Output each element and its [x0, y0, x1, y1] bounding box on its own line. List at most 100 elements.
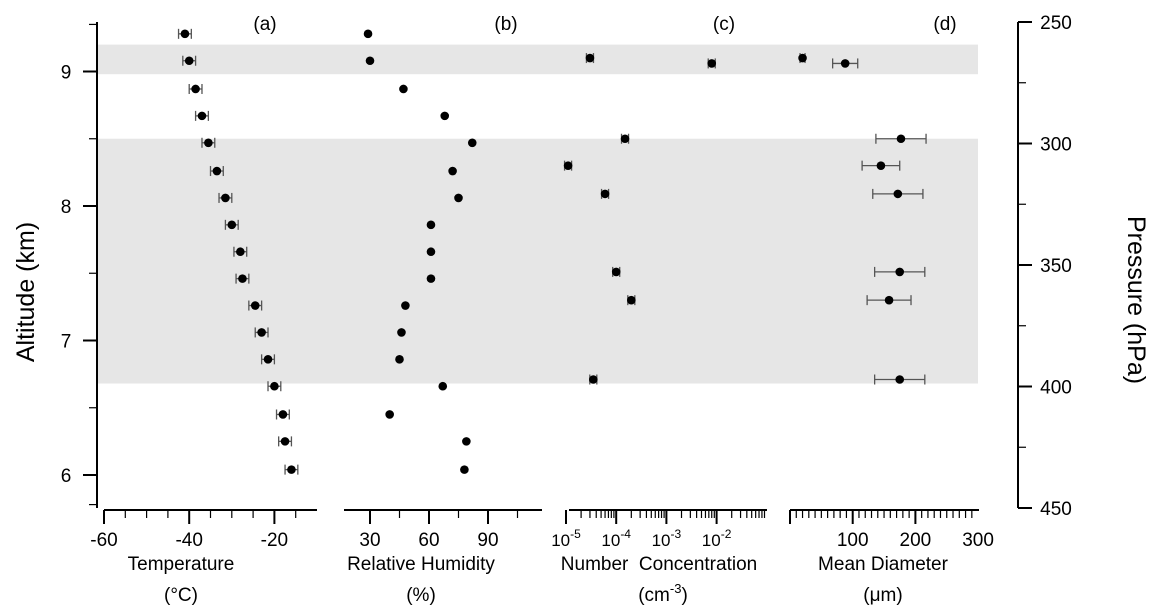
altitude-axis: 6 7 8 9 Altitude (km) [12, 22, 98, 508]
panel-a-points [177, 28, 299, 475]
panel-a-data-point [236, 247, 245, 257]
panel-c-data-point [620, 134, 630, 144]
panel-a-tick-label: -20 [261, 530, 288, 551]
panel-d-tick-label: 300 [962, 530, 994, 551]
altitude-axis-title: Altitude (km) [12, 222, 40, 362]
panel-b-tick-label: 90 [477, 530, 498, 551]
pressure-axis-title: Pressure (hPa) [1122, 216, 1149, 384]
altitude-tick-label: 9 [61, 63, 72, 84]
panel-a-data-point [204, 138, 213, 148]
panel-a-data-point [270, 381, 279, 391]
panel-b-points [363, 29, 477, 474]
pressure-tick-label: 250 [1040, 13, 1072, 34]
panel-b-data-point [460, 465, 469, 474]
panel-a-tick-label: -60 [90, 530, 117, 551]
shaded-band [97, 138, 978, 384]
panel-d-x-ticks: 100 200 300 [789, 510, 994, 551]
panel-d-data-point [895, 267, 905, 277]
panel-c-data-point [585, 53, 595, 63]
panel-c-tick-label: 10-5 [551, 527, 581, 550]
panel-a-data-point [180, 29, 190, 39]
panel-b-data-point [365, 56, 375, 66]
panel-a-data-point [287, 465, 296, 474]
panel-a-data-point [227, 220, 237, 230]
panel-c-data-point [611, 267, 621, 277]
pressure-tick-label: 400 [1040, 378, 1072, 399]
panel-c-tick-label: 10-2 [702, 527, 732, 550]
panel-c-x-unit-exponent: -3 [670, 581, 682, 596]
altitude-tick-label: 7 [61, 332, 72, 353]
panel-c-data-point [589, 375, 598, 384]
pressure-tick-label: 450 [1040, 499, 1072, 520]
panel-d: (d) 100 200 300 Mean Diameter (μm) [789, 14, 994, 606]
panel-a-x-title: Temperature [128, 554, 235, 575]
panel-b-data-point [426, 247, 436, 257]
altitude-tick-label: 8 [61, 197, 72, 218]
panel-d-tick-label: 100 [837, 530, 869, 551]
panel-b-x-ticks: 30 60 90 [359, 510, 519, 551]
altitude-axis-ticks: 6 7 8 9 [61, 23, 97, 506]
panel-d-data-point [896, 134, 906, 144]
altitude-tick-label: 6 [61, 466, 72, 487]
panel-a-data-point [191, 84, 200, 94]
panel-c-x-title: Number Concentration [561, 554, 757, 575]
panel-c-data-point [563, 161, 573, 170]
panel-b-label: (b) [494, 14, 517, 35]
shaded-bands [97, 44, 978, 384]
panel-c-x-unit: (cm-3) [638, 581, 688, 606]
panel-d-data-point [893, 189, 903, 199]
pressure-axis-ticks: 250 300 350 400 450 [1018, 13, 1072, 520]
panel-d-data-point [884, 295, 894, 305]
panel-d-data-point [840, 59, 850, 68]
panel-c-data-point [627, 295, 636, 305]
panel-a-data-point [250, 301, 260, 310]
panel-a-data-point [184, 56, 194, 66]
panel-c-x-ticks: 10-5 10-4 10-3 10-2 [551, 510, 766, 550]
panel-d-points [798, 53, 927, 385]
panel-a-data-point [238, 274, 247, 283]
panel-a-data-point [197, 111, 207, 121]
panel-c-x-unit-end: ) [681, 585, 687, 606]
panel-d-x-unit: (μm) [863, 585, 902, 606]
panel-c-data-point [707, 59, 717, 68]
panel-b-data-point [438, 381, 448, 391]
panel-a-label: (a) [253, 14, 276, 35]
panel-a-data-point [257, 328, 266, 337]
panel-b-data-point [448, 166, 457, 176]
panel-a-x-ticks: -60 -40 -20 [90, 510, 297, 551]
panel-d-x-title: Mean Diameter [818, 554, 949, 575]
panel-b-data-point [401, 301, 410, 310]
panel-a-data-point [221, 193, 230, 203]
panel-c-tick-label: 10-4 [601, 527, 631, 550]
panel-b-tick-label: 30 [359, 530, 380, 551]
panel-c-tick-label: 10-3 [652, 527, 682, 550]
panel-a-x-unit: (°C) [164, 585, 198, 606]
panel-c: (c) 10-5 10-4 10-3 10-2 Number Concentratio… [551, 14, 767, 606]
panel-b-x-unit: (%) [406, 585, 436, 606]
panel-d-data-point [895, 375, 905, 384]
shaded-band [97, 44, 978, 75]
panel-c-data-point [600, 189, 610, 199]
pressure-tick-label: 300 [1040, 135, 1072, 156]
panel-b-data-point [395, 355, 404, 364]
panel-a-data-point [212, 166, 222, 176]
panel-d-data-point [876, 161, 886, 170]
panel-d-label: (d) [933, 14, 956, 35]
panel-c-label: (c) [713, 14, 735, 35]
panel-b: (b) 30 60 90 Relative Humidity (%) [344, 14, 542, 606]
panel-b-data-point [440, 111, 450, 121]
panel-b-data-point [426, 220, 436, 230]
panel-b-tick-label: 60 [418, 530, 439, 551]
panel-b-x-title: Relative Humidity [347, 554, 495, 575]
pressure-tick-label: 350 [1040, 256, 1072, 277]
panel-b-data-point [397, 328, 406, 337]
pressure-axis: 250 300 350 400 450 Pressure (hPa) [1017, 13, 1149, 520]
panel-a-data-point [280, 437, 290, 446]
panel-b-data-point [399, 84, 408, 94]
panel-b-data-point [462, 437, 471, 446]
panel-c-points [563, 53, 717, 385]
panel-b-data-point [363, 29, 373, 39]
panel-b-data-point [385, 410, 394, 419]
panel-a: (a) -60 -40 -20 Temperature (°C) [90, 14, 317, 606]
